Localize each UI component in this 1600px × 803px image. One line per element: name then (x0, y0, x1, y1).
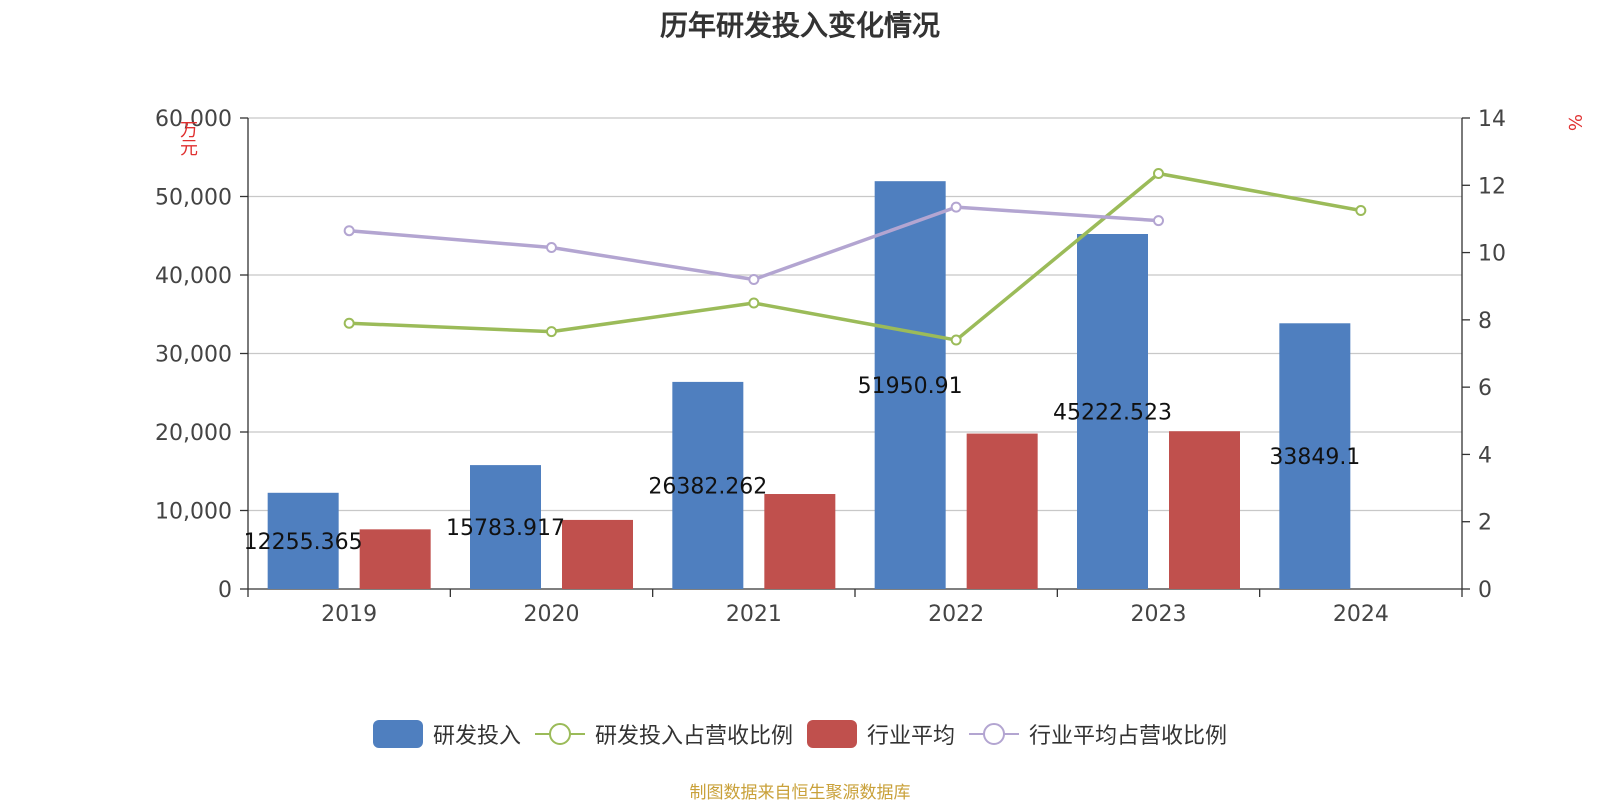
left-axis-tick-label: 20,000 (155, 421, 232, 446)
bar-industry-avg (562, 519, 633, 589)
data-point-rd-ratio (950, 334, 962, 346)
source-note: 制图数据来自恒生聚源数据库 (689, 783, 911, 803)
chart-title: 历年研发投入变化情况 (659, 9, 940, 42)
data-point-rd-ratio (343, 317, 355, 329)
right-axis-tick-label: 10 (1478, 242, 1506, 267)
bar-data-label: 15783.917 (446, 516, 565, 541)
bar-industry-avg (1169, 431, 1240, 589)
legend-item-rd-ratio[interactable]: 研发投入占营收比例 (534, 718, 793, 750)
data-point-rd-ratio (1355, 205, 1367, 217)
x-axis-tick-label: 2024 (1333, 602, 1389, 627)
bar-data-label: 51950.91 (858, 374, 963, 399)
legend-label: 行业平均 (867, 724, 956, 749)
legend-label: 行业平均占营收比例 (1029, 724, 1228, 749)
legend-swatch-line-green (534, 723, 585, 745)
bar-industry-avg (966, 433, 1038, 589)
bar-data-label: 45222.523 (1053, 401, 1172, 426)
right-axis-tick-label: 12 (1478, 174, 1506, 199)
data-point-industry-ratio (1153, 215, 1164, 227)
bar-rd-investment (672, 381, 744, 589)
legend-label: 研发投入占营收比例 (594, 724, 793, 749)
left-axis-tick-label: 0 (218, 578, 232, 603)
data-point-rd-ratio (1153, 168, 1164, 180)
bar-rd-investment (470, 465, 541, 589)
x-axis-tick-label: 2020 (524, 602, 580, 627)
right-axis-unit: % (1564, 113, 1586, 132)
data-point-rd-ratio (546, 326, 557, 338)
series-line-rd-ratio (349, 171, 1362, 342)
left-axis-unit: 万元 (177, 120, 198, 156)
right-axis-tick-label: 14 (1478, 107, 1506, 132)
right-axis-tick-label: 4 (1478, 443, 1492, 468)
bar-rd-investment (267, 492, 339, 589)
x-axis-tick-label: 2021 (726, 602, 782, 627)
series-line-industry-ratio (349, 205, 1159, 282)
legend-swatch-bar-blue (372, 720, 423, 748)
x-axis-tick-label: 2022 (928, 602, 984, 627)
x-axis-tick-label: 2019 (321, 602, 377, 627)
bar-data-label: 26382.262 (648, 474, 767, 499)
bar-rd-investment (874, 181, 946, 589)
bar-rd-investment (1077, 234, 1148, 590)
legend-label: 研发投入 (432, 724, 521, 749)
data-point-industry-ratio (950, 201, 962, 213)
bar-data-label: 33849.1 (1269, 445, 1360, 470)
left-axis-tick-label: 30,000 (155, 343, 232, 368)
right-axis-tick-label: 8 (1478, 309, 1492, 334)
data-point-industry-ratio (546, 242, 557, 254)
data-point-industry-ratio (343, 225, 355, 237)
bar-industry-avg (764, 494, 836, 589)
left-axis-tick-label: 10,000 (155, 500, 232, 525)
left-axis-tick-label: 50,000 (155, 186, 232, 211)
left-axis-tick-label: 40,000 (155, 264, 232, 289)
legend-swatch-bar-red (807, 720, 857, 748)
legend-item-rd-investment[interactable]: 研发投入 (372, 718, 521, 750)
bar-rd-investment (1279, 323, 1351, 589)
legend-swatch-line-purple (969, 723, 1020, 745)
legend-item-industry-ratio[interactable]: 行业平均占营收比例 (969, 718, 1227, 750)
right-axis-tick-label: 6 (1478, 376, 1492, 401)
x-axis-tick-label: 2023 (1131, 602, 1187, 627)
right-axis-tick-label: 0 (1478, 578, 1492, 603)
data-point-rd-ratio (748, 297, 760, 309)
legend: 研发投入 研发投入占营收比例 行业平均 行业平均占营收比例 (0, 718, 1600, 750)
right-axis-tick-label: 2 (1478, 511, 1492, 536)
data-point-industry-ratio (748, 273, 760, 285)
legend-item-industry-avg[interactable]: 行业平均 (807, 718, 955, 750)
bar-data-label: 12255.365 (244, 530, 363, 555)
bar-industry-avg (359, 529, 431, 589)
left-axis-tick-label: 60,000 (155, 107, 232, 132)
